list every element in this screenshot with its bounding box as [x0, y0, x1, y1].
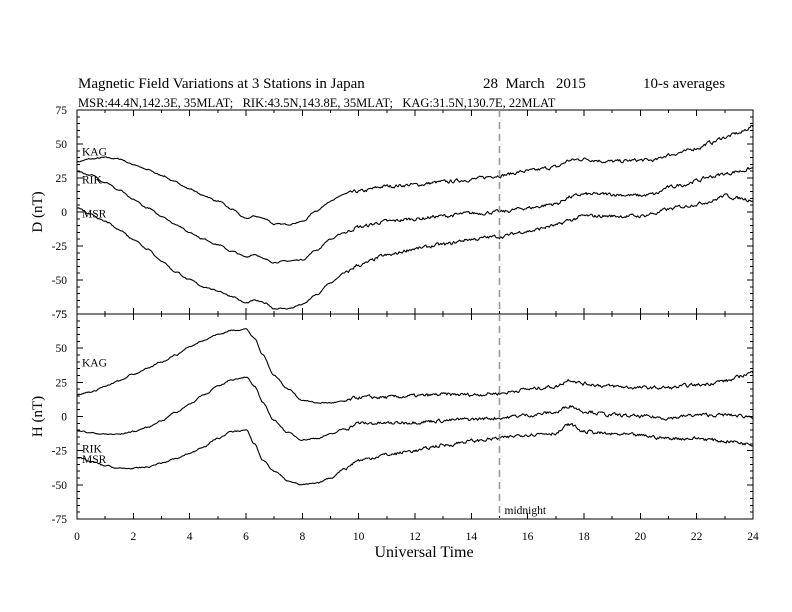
- chart-averaging-label: 10-s averages: [643, 76, 725, 92]
- x-tick-label: 24: [747, 531, 759, 543]
- series-label-kag: KAG: [82, 357, 107, 369]
- x-tick-label: 18: [578, 531, 590, 543]
- y-tick-label: 0: [61, 412, 67, 424]
- y-tick-label: 75: [56, 309, 68, 321]
- x-tick-label: 14: [466, 531, 478, 543]
- series-label-kag: KAG: [82, 146, 107, 158]
- y-tick-label: 50: [56, 139, 68, 151]
- chart-title: Magnetic Field Variations at 3 Stations …: [78, 76, 365, 92]
- x-tick-label: 2: [130, 531, 136, 543]
- y-tick-label: -75: [52, 309, 68, 321]
- panel-frame: [76, 313, 754, 520]
- x-axis-title: Universal Time: [374, 544, 473, 561]
- series-line-kag: [76, 124, 754, 226]
- y-tick-label: -50: [52, 480, 68, 492]
- panel-frame: [76, 109, 754, 315]
- y-tick-label: 25: [56, 377, 68, 389]
- x-tick-label: 16: [522, 531, 534, 543]
- x-tick-label: 0: [74, 531, 80, 543]
- series-label-msr: MSR: [82, 209, 107, 221]
- y-tick-label: -25: [52, 241, 68, 253]
- y-tick-label: 75: [56, 105, 68, 117]
- x-tick-label: 22: [691, 531, 703, 543]
- x-tick-label: 4: [187, 531, 193, 543]
- y-axis-title: D (nT): [30, 191, 46, 232]
- y-tick-label: -25: [52, 446, 68, 458]
- y-tick-label: 50: [56, 343, 68, 355]
- series-line-msr: [76, 422, 754, 486]
- series-line-msr: [76, 193, 754, 310]
- series-line-kag: [76, 328, 754, 404]
- series-line-rik: [76, 166, 754, 264]
- y-axis-title: H (nT): [30, 396, 46, 437]
- chart-subtitle: MSR:44.4N,142.3E, 35MLAT; RIK:43.5N,143.…: [78, 96, 556, 110]
- series-label-msr: MSR: [82, 454, 107, 466]
- x-tick-label: 8: [299, 531, 305, 543]
- midnight-label: midnight: [505, 505, 547, 517]
- x-tick-label: 6: [243, 531, 249, 543]
- series-line-rik: [76, 376, 754, 441]
- chart-date: 28 March 2015: [483, 76, 586, 92]
- x-tick-label: 12: [409, 531, 421, 543]
- series-label-rik: RIK: [82, 175, 103, 187]
- y-tick-label: 0: [61, 207, 67, 219]
- series-label-rik: RIK: [82, 443, 103, 455]
- y-tick-label: -75: [52, 514, 68, 526]
- y-tick-label: 25: [56, 173, 68, 185]
- y-tick-label: -50: [52, 275, 68, 287]
- x-tick-label: 10: [353, 531, 365, 543]
- x-tick-label: 20: [635, 531, 647, 543]
